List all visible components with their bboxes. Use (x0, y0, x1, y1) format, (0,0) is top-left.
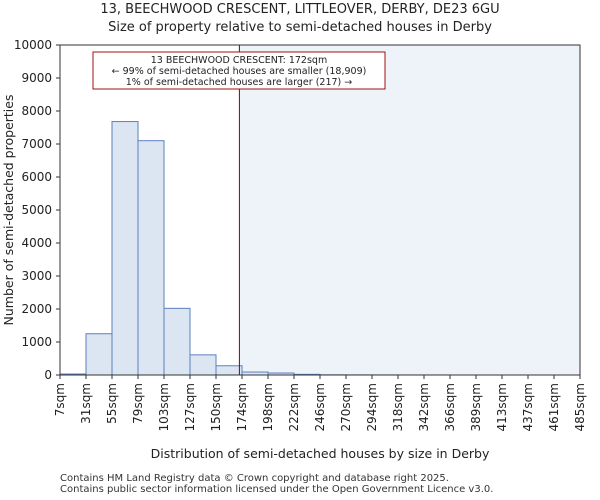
x-tick-label: 413sqm (495, 383, 509, 431)
x-axis-label: Distribution of semi-detached houses by … (151, 446, 490, 461)
x-tick-label: 198sqm (261, 383, 275, 431)
y-tick-label: 8000 (21, 104, 52, 118)
x-tick-label: 318sqm (391, 383, 405, 431)
x-tick-label: 485sqm (573, 383, 587, 431)
annotation-line-2: ← 99% of semi-detached houses are smalle… (112, 66, 367, 77)
y-tick-label: 6000 (21, 170, 52, 184)
x-tick-label: 127sqm (183, 383, 197, 431)
x-tick-label: 174sqm (235, 383, 249, 431)
bar-103sqm (163, 307, 191, 376)
y-tick-label: 0 (44, 368, 52, 382)
y-axis-ticks: 0 1000 2000 3000 4000 5000 6000 7000 8000 9000 100… (14, 38, 60, 382)
x-axis-ticks: 7sqm 31sqm 55sqm 79sqm 103sqm 127sqm 150sqm 174… (53, 375, 587, 431)
x-tick-label: 55sqm (105, 383, 119, 424)
bar-150sqm (215, 365, 243, 376)
x-tick-label: 389sqm (469, 383, 483, 431)
y-tick-label: 4000 (21, 236, 52, 250)
y-tick-label: 2000 (21, 302, 52, 316)
annotation-line-1: 13 BEECHWOOD CRESCENT: 172sqm (151, 55, 327, 66)
x-tick-label: 437sqm (521, 383, 535, 431)
larger-region-highlight (239, 45, 580, 375)
plot-frame (59, 44, 581, 376)
y-tick-label: 5000 (21, 203, 52, 217)
y-tick-label: 9000 (21, 71, 52, 85)
x-tick-label: 270sqm (339, 383, 353, 431)
bars-group (59, 121, 451, 376)
annotation-border (92, 51, 386, 90)
y-tick-label: 10000 (14, 38, 52, 52)
x-tick-label: 103sqm (157, 383, 171, 431)
x-tick-label: 150sqm (209, 383, 223, 431)
annotation-line-3: 1% of semi-detached houses are larger (2… (126, 77, 353, 88)
bar-55sqm (111, 121, 139, 376)
chart-subtitle: Size of property relative to semi-detach… (108, 20, 492, 35)
footer-licence: Contains public sector information licen… (60, 484, 494, 495)
x-tick-label: 342sqm (417, 383, 431, 431)
y-tick-label: 1000 (21, 335, 52, 349)
bar-31sqm (85, 333, 113, 376)
x-tick-label: 222sqm (287, 383, 301, 431)
bar-79sqm (137, 140, 165, 376)
y-tick-label: 3000 (21, 269, 52, 283)
footer-copyright: Contains HM Land Registry data © Crown c… (60, 473, 449, 484)
y-tick-label: 7000 (21, 137, 52, 151)
chart-title: 13, BEECHWOOD CRESCENT, LITTLEOVER, DERB… (100, 2, 500, 17)
annotation-box: 13 BEECHWOOD CRESCENT: 172sqm ← 99% of s… (92, 51, 386, 90)
x-tick-label: 31sqm (79, 383, 93, 424)
x-tick-label: 461sqm (547, 383, 561, 431)
bar-127sqm (189, 354, 217, 376)
x-tick-label: 246sqm (313, 383, 327, 431)
x-tick-label: 366sqm (443, 383, 457, 431)
x-tick-label: 294sqm (365, 383, 379, 431)
x-tick-label: 79sqm (131, 383, 145, 424)
x-tick-label: 7sqm (53, 383, 67, 416)
y-axis-label: Number of semi-detached properties (1, 95, 16, 326)
